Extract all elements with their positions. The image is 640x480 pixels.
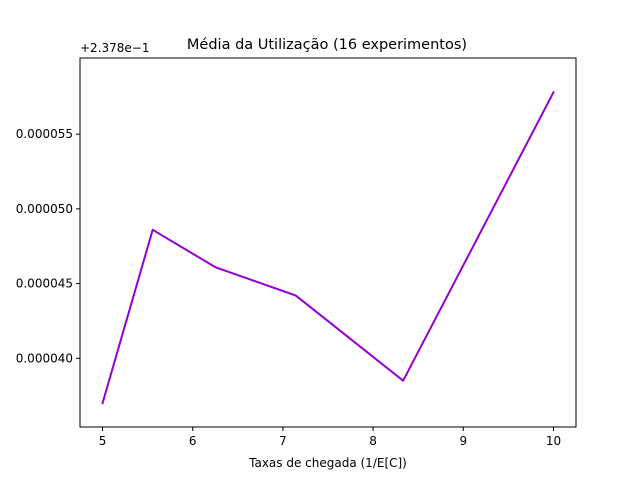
chart-title: Média da Utilização (16 experimentos) bbox=[187, 37, 467, 53]
x-tick-label: 10 bbox=[546, 434, 561, 448]
y-tick-label: 0.000045 bbox=[16, 277, 73, 291]
x-tick-label: 6 bbox=[189, 434, 197, 448]
y-tick-label: 0.000050 bbox=[16, 202, 73, 216]
y-tick-label: 0.000055 bbox=[16, 127, 73, 141]
x-axis-label: Taxas de chegada (1/E[C]) bbox=[248, 456, 407, 470]
x-tick-label: 9 bbox=[459, 434, 467, 448]
plot-frame bbox=[79, 57, 577, 428]
x-tick-label: 8 bbox=[369, 434, 377, 448]
x-tick-label: 7 bbox=[279, 434, 287, 448]
y-offset-label: +2.378e−1 bbox=[80, 41, 149, 55]
y-tick-label: 0.000040 bbox=[16, 351, 73, 365]
x-tick-label: 5 bbox=[99, 434, 107, 448]
series-line-0 bbox=[101, 91, 555, 405]
